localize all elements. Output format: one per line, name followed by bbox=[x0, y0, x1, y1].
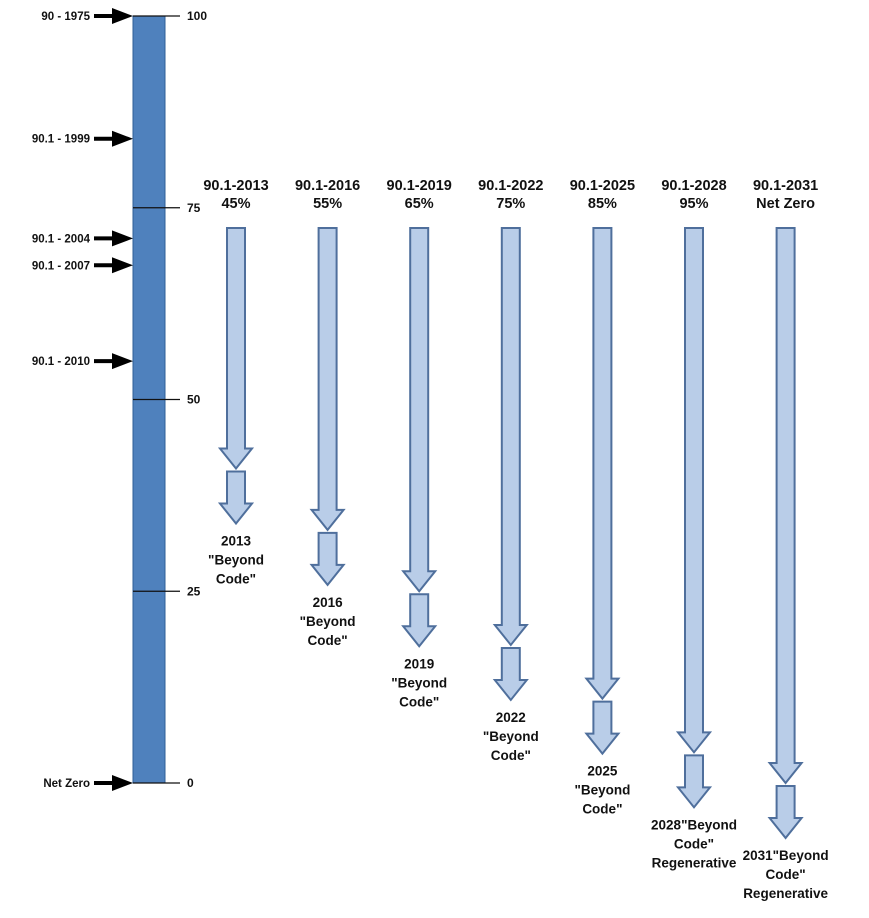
standard-title: 95% bbox=[679, 196, 708, 212]
beyond-code-label: "Beyond bbox=[391, 675, 447, 690]
standard-title: 90.1-2013 bbox=[203, 178, 268, 194]
beyond-code-label: 2019 bbox=[404, 656, 434, 671]
beyond-code-label: "Beyond bbox=[574, 783, 630, 798]
standard-title: 45% bbox=[221, 196, 250, 212]
marker-arrow bbox=[94, 353, 133, 370]
marker-label: 90.1 - 2010 bbox=[32, 356, 90, 368]
beyond-code-label: Code" bbox=[216, 572, 256, 587]
standard-arrow bbox=[401, 227, 438, 593]
beyond-code-arrow bbox=[401, 593, 438, 648]
standard-title: 65% bbox=[405, 196, 434, 212]
beyond-code-label: Code" bbox=[582, 802, 622, 817]
standard-arrow bbox=[584, 227, 621, 701]
beyond-code-label: 2013 bbox=[221, 534, 252, 549]
beyond-code-label: 2022 bbox=[496, 710, 526, 725]
beyond-code-label: Code" bbox=[674, 836, 714, 851]
marker-arrow bbox=[94, 257, 133, 274]
standard-title: 55% bbox=[313, 196, 342, 212]
beyond-code-arrow bbox=[767, 785, 804, 840]
beyond-code-label: 2028"Beyond bbox=[651, 817, 737, 832]
beyond-code-arrow bbox=[492, 646, 529, 702]
beyond-code-label: Regenerative bbox=[652, 855, 737, 870]
standard-title: 90.1-2016 bbox=[295, 178, 360, 194]
marker-label: 90.1 - 1999 bbox=[32, 134, 90, 146]
marker-arrow bbox=[94, 8, 133, 24]
marker-arrow bbox=[94, 130, 133, 147]
beyond-code-label: Regenerative bbox=[743, 886, 828, 901]
marker-label: 90.1 - 2007 bbox=[32, 260, 90, 272]
marker-arrow bbox=[94, 230, 133, 247]
marker-label: 90.1 - 2004 bbox=[32, 233, 91, 245]
tick-label: 100 bbox=[187, 9, 207, 23]
standard-title: 90.1-2019 bbox=[387, 178, 452, 194]
tick-label: 25 bbox=[187, 584, 201, 598]
standard-title: 90.1-2031 bbox=[753, 178, 818, 194]
marker-arrow bbox=[94, 775, 133, 791]
marker-label: 90 - 1975 bbox=[41, 11, 90, 23]
standard-title: 85% bbox=[588, 196, 617, 212]
beyond-code-label: 2025 bbox=[587, 764, 618, 779]
beyond-code-label: "Beyond bbox=[300, 614, 356, 629]
tick-label: 75 bbox=[187, 201, 201, 215]
standard-arrow bbox=[492, 227, 529, 647]
beyond-code-label: Code" bbox=[766, 867, 806, 882]
beyond-code-label: Code" bbox=[491, 748, 531, 763]
beyond-code-label: "Beyond bbox=[208, 553, 264, 568]
standard-title: Net Zero bbox=[756, 196, 815, 212]
beyond-code-arrow bbox=[217, 470, 255, 526]
tick-label: 0 bbox=[187, 776, 194, 790]
standard-title: 90.1-2028 bbox=[661, 178, 726, 194]
standard-arrow bbox=[309, 227, 346, 532]
beyond-code-label: "Beyond bbox=[483, 729, 539, 744]
marker-label: Net Zero bbox=[43, 778, 90, 790]
beyond-code-label: Code" bbox=[399, 694, 439, 709]
tick-label: 50 bbox=[187, 393, 201, 407]
beyond-code-arrow bbox=[675, 754, 713, 809]
standard-title: 75% bbox=[496, 196, 525, 212]
beyond-code-label: 2016 bbox=[313, 595, 344, 610]
standard-title: 90.1-2022 bbox=[478, 178, 543, 194]
beyond-code-arrow bbox=[584, 700, 621, 756]
standard-arrow bbox=[675, 227, 713, 754]
standard-title: 90.1-2025 bbox=[570, 178, 635, 194]
beyond-code-label: 2031"Beyond bbox=[743, 848, 829, 863]
standard-arrow bbox=[767, 227, 804, 785]
standard-arrow bbox=[217, 227, 255, 471]
beyond-code-arrow bbox=[309, 531, 346, 587]
beyond-code-label: Code" bbox=[308, 633, 348, 648]
